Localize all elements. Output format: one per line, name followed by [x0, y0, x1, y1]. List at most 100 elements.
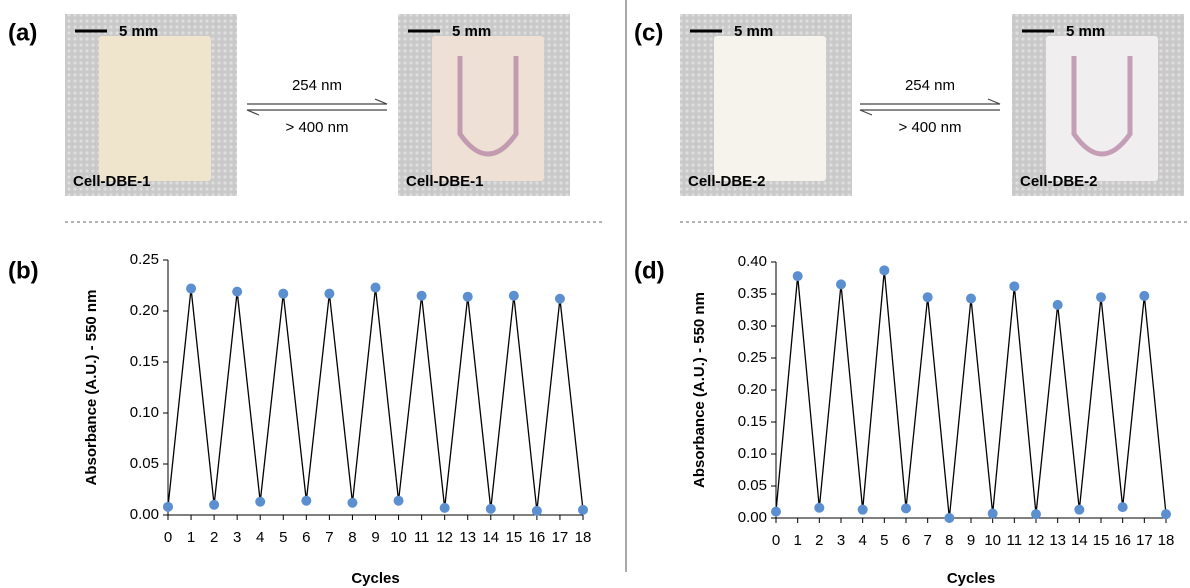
data-point: [1074, 504, 1085, 515]
scale-label: 5 mm: [119, 23, 158, 40]
y-axis-label: Absorbance (A.U.) - 550 nm: [83, 290, 100, 486]
sample-name: Cell-DBE-2: [1020, 173, 1098, 190]
data-point: [209, 499, 220, 510]
data-point: [393, 495, 404, 506]
x-tick-label: 1: [793, 532, 801, 549]
data-point: [347, 497, 358, 508]
data-point: [278, 288, 289, 299]
panel-label: (b): [8, 257, 39, 284]
x-tick-label: 2: [815, 532, 823, 549]
x-tick-label: 15: [505, 529, 522, 546]
data-point: [255, 496, 266, 507]
y-tick-label: 0.25: [738, 349, 767, 366]
y-tick-label: 0.35: [738, 285, 767, 302]
data-point: [771, 506, 781, 517]
data-point: [1009, 281, 1020, 292]
x-axis-label: Cycles: [947, 570, 995, 587]
data-point: [1117, 502, 1128, 513]
forward-label: 254 nm: [905, 77, 955, 94]
data-point: [186, 283, 197, 294]
x-tick-label: 17: [552, 529, 569, 546]
x-tick-label: 12: [1028, 532, 1045, 549]
data-point: [987, 508, 998, 519]
data-point: [1096, 292, 1106, 303]
x-tick-label: 7: [923, 532, 931, 549]
x-tick-label: 0: [772, 532, 780, 549]
x-tick-label: 8: [945, 532, 953, 549]
scale-label: 5 mm: [734, 23, 773, 40]
x-tick-label: 2: [210, 529, 218, 546]
data-point: [439, 502, 450, 513]
y-tick-label: 0.30: [738, 317, 767, 334]
x-tick-label: 11: [1007, 532, 1023, 549]
y-tick-label: 0.05: [130, 455, 159, 472]
data-point: [857, 504, 868, 515]
data-point: [301, 495, 312, 506]
y-tick-label: 0.20: [738, 381, 767, 398]
x-tick-label: 6: [302, 529, 310, 546]
y-tick-label: 0.20: [130, 302, 159, 319]
y-tick-label: 0.00: [738, 509, 767, 526]
reverse-label: > 400 nm: [899, 119, 962, 136]
sample-name: Cell-DBE-1: [406, 173, 484, 190]
data-line: [775, 270, 1167, 519]
data-point: [1139, 290, 1150, 301]
reverse-label: > 400 nm: [286, 119, 349, 136]
y-tick-label: 0.05: [738, 477, 767, 494]
x-tick-label: 10: [984, 532, 1001, 549]
panel-label: (d): [634, 257, 665, 284]
y-tick-label: 0.15: [738, 413, 767, 430]
sample: [432, 36, 544, 181]
x-tick-label: 3: [233, 529, 241, 546]
x-tick-label: 11: [414, 529, 430, 546]
arrow: [246, 109, 387, 116]
x-tick-label: 7: [325, 529, 333, 546]
sample: [714, 36, 826, 181]
x-tick-label: 9: [371, 529, 379, 546]
sample-name: Cell-DBE-1: [73, 173, 151, 190]
y-tick-label: 0.40: [738, 253, 767, 270]
data-point: [1052, 299, 1063, 310]
x-tick-label: 18: [1158, 532, 1175, 549]
data-point: [554, 293, 565, 304]
y-tick-label: 0.15: [130, 353, 159, 370]
x-tick-label: 6: [902, 532, 910, 549]
x-tick-label: 14: [482, 529, 499, 546]
sample-name: Cell-DBE-2: [688, 173, 766, 190]
data-point: [944, 513, 955, 523]
y-tick-label: 0.10: [130, 404, 159, 421]
data-point: [836, 279, 846, 290]
data-point: [922, 292, 933, 303]
x-tick-label: 16: [1114, 532, 1131, 549]
data-point: [814, 502, 825, 513]
data-point: [163, 501, 173, 512]
x-tick-label: 8: [348, 529, 356, 546]
data-point: [324, 288, 335, 299]
x-tick-label: 12: [436, 529, 453, 546]
arrow: [860, 98, 1001, 105]
scale-label: 5 mm: [1066, 23, 1105, 40]
x-tick-label: 0: [164, 529, 172, 546]
data-point: [485, 503, 496, 514]
arrow: [859, 109, 1000, 116]
data-point: [232, 286, 243, 297]
scale-label: 5 mm: [452, 23, 491, 40]
data-line: [167, 287, 584, 511]
data-point: [1161, 509, 1171, 520]
panel-label: (a): [8, 19, 37, 46]
x-tick-label: 13: [459, 529, 476, 546]
x-tick-label: 14: [1071, 532, 1088, 549]
x-tick-label: 4: [858, 532, 866, 549]
sample-pattern: [457, 56, 519, 157]
sample: [99, 36, 211, 181]
data-point: [966, 293, 976, 304]
x-tick-label: 5: [880, 532, 888, 549]
x-tick-label: 13: [1049, 532, 1066, 549]
x-tick-label: 5: [279, 529, 287, 546]
arrow: [247, 98, 388, 105]
x-tick-label: 15: [1093, 532, 1110, 549]
data-point: [531, 505, 542, 516]
data-point: [792, 271, 803, 282]
x-tick-label: 9: [967, 532, 975, 549]
